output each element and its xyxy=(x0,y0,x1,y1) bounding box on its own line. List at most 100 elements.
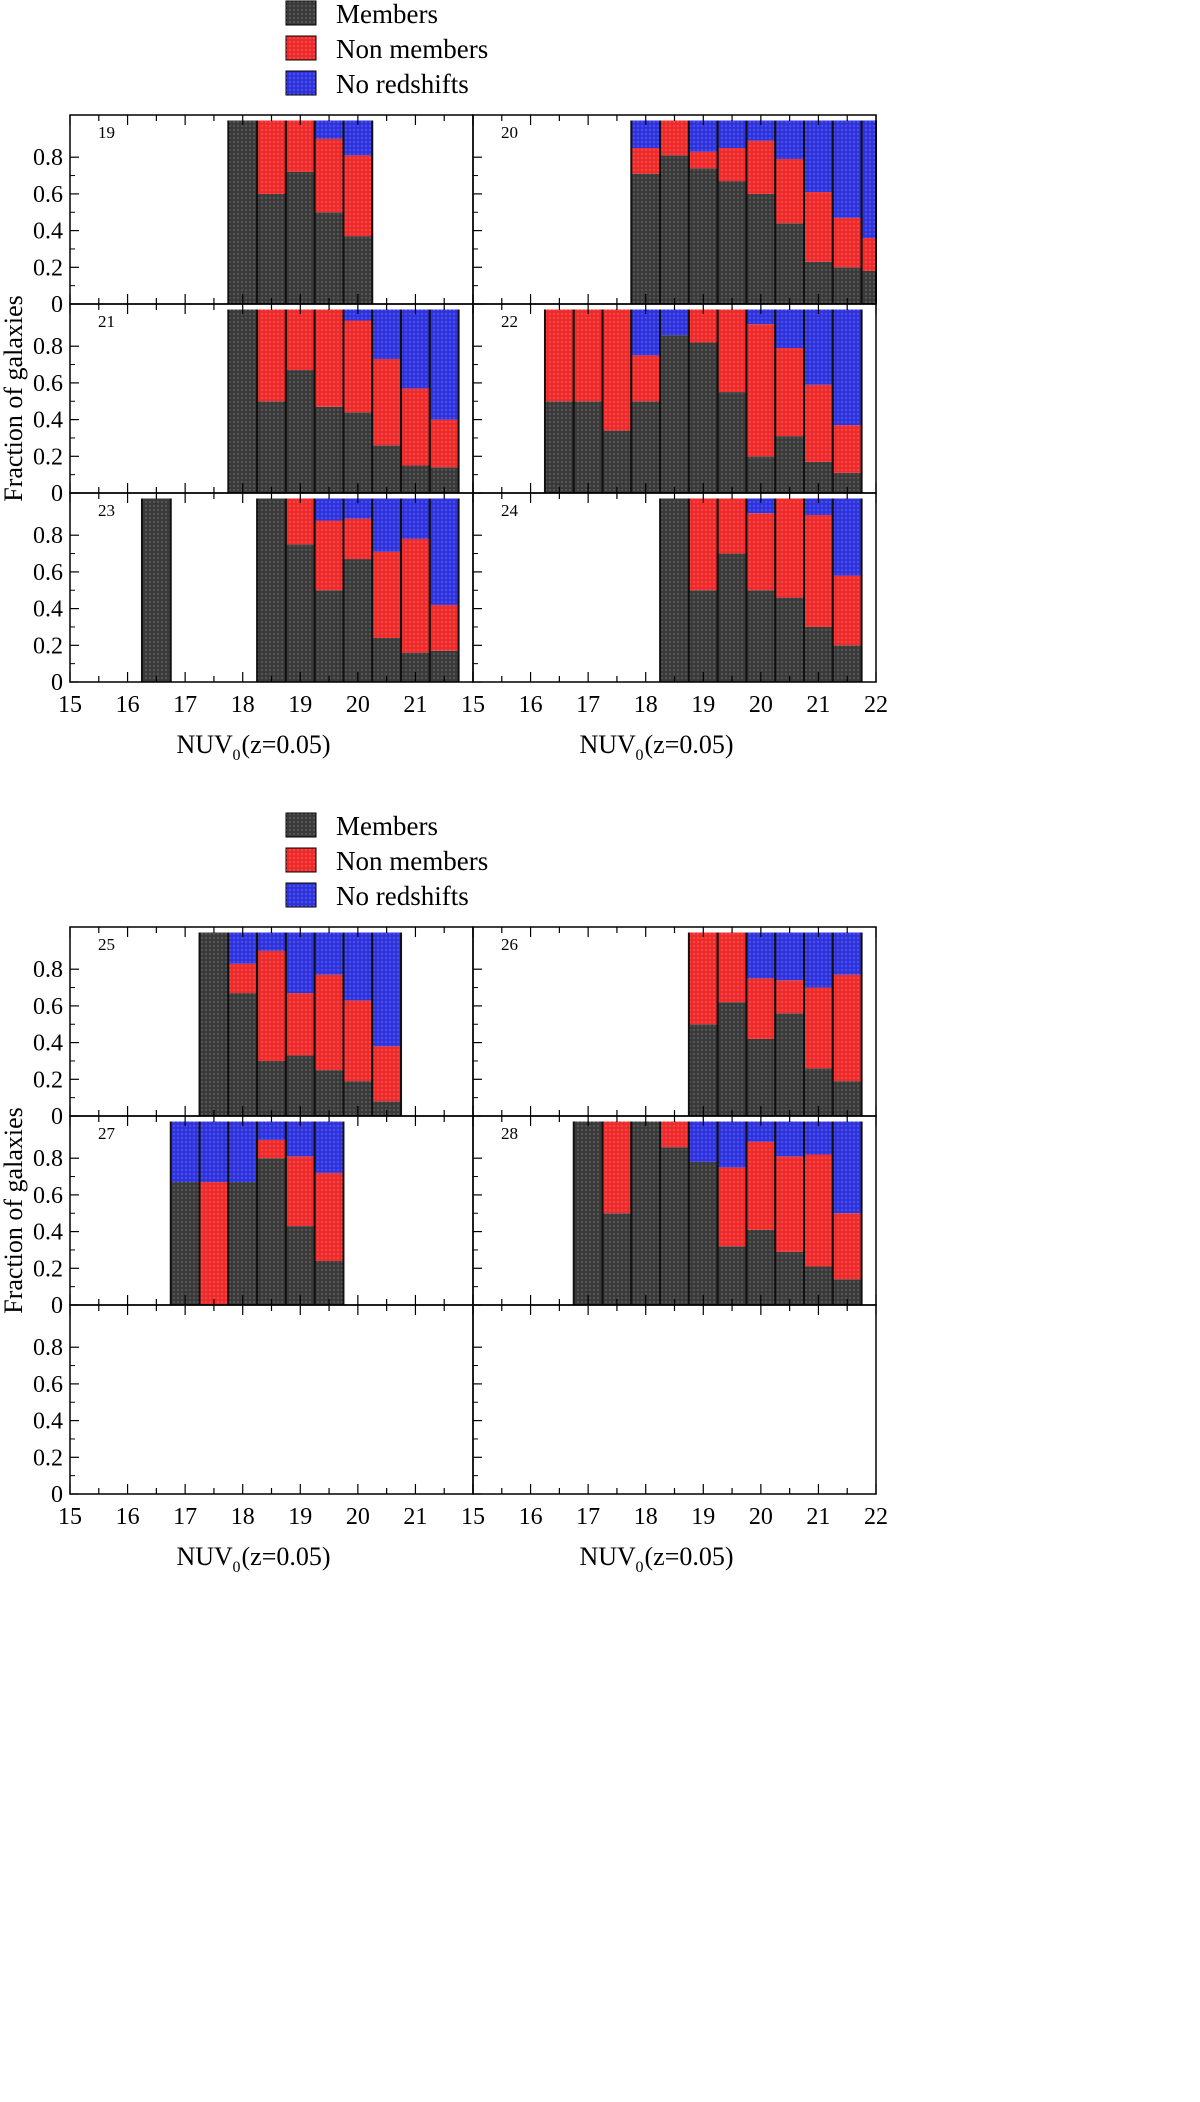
bar-texture xyxy=(285,544,315,682)
bar-texture xyxy=(804,498,833,516)
y-tick-label: 0.2 xyxy=(33,1067,63,1093)
bar-texture xyxy=(804,192,833,262)
x-axis-title-subscript: 0 xyxy=(233,747,241,764)
bar-group xyxy=(284,309,316,493)
panel-22: 22 xyxy=(472,303,877,494)
bar-texture xyxy=(257,1139,286,1159)
bar-group xyxy=(400,498,431,682)
bar-texture xyxy=(343,236,373,304)
bar-texture xyxy=(401,538,430,653)
bar-texture xyxy=(746,140,776,194)
legend-swatch-texture xyxy=(286,883,316,907)
bar-texture xyxy=(285,932,315,994)
panel-id-label: 25 xyxy=(98,935,115,954)
x-tick-label: 21 xyxy=(403,1504,427,1530)
bar-texture xyxy=(228,993,258,1116)
bar-texture xyxy=(343,155,373,237)
bar-group xyxy=(745,1121,777,1305)
panel-27: 0 0.2 0.4 0.6 0.8 27 xyxy=(33,1115,474,1319)
bar-group xyxy=(831,309,863,493)
bar-texture xyxy=(804,987,833,1069)
bar-texture xyxy=(372,309,402,360)
x-axis-title-main: NUV xyxy=(177,730,234,759)
x-tick-label: 21 xyxy=(403,692,427,718)
legend-swatch-texture xyxy=(286,848,316,872)
bar-texture xyxy=(343,120,373,156)
bar-texture xyxy=(631,309,661,356)
bar-texture xyxy=(314,212,344,304)
bar-texture xyxy=(199,1182,229,1305)
panel-frame xyxy=(472,1304,877,1495)
bar-texture xyxy=(170,1182,200,1305)
bar-texture xyxy=(257,498,286,682)
y-tick-label: 0 xyxy=(51,481,63,507)
bar-group xyxy=(572,309,604,493)
bar-texture xyxy=(631,1121,661,1305)
figure-2: Members Non members No redshifts 0 0.2 0.4 0.6… xyxy=(0,811,888,1576)
y-tick-label: 0.8 xyxy=(33,1335,63,1361)
bar-group xyxy=(543,309,575,493)
bar-texture xyxy=(285,171,315,304)
bar-texture xyxy=(372,498,402,552)
x-tick-label: 17 xyxy=(173,1504,197,1530)
x-tick-label: 17 xyxy=(576,1504,600,1530)
bar-texture xyxy=(314,932,344,975)
bar-group xyxy=(774,120,806,304)
x-tick-label: 16 xyxy=(116,1504,140,1530)
bar-texture xyxy=(573,1121,603,1305)
bar-group xyxy=(342,932,374,1116)
bar-texture xyxy=(717,553,747,682)
bar-texture xyxy=(717,120,747,149)
bar-texture xyxy=(804,515,833,627)
bar-group xyxy=(687,498,719,682)
bar-texture xyxy=(660,498,689,682)
y-axis-title: Fraction of galaxies xyxy=(0,1107,28,1314)
y-tick-label: 0.8 xyxy=(33,1146,63,1172)
bar-texture xyxy=(602,1121,632,1214)
bar-texture xyxy=(775,980,805,1014)
bar-texture xyxy=(257,193,286,304)
bar-group xyxy=(256,120,287,304)
bar-group xyxy=(659,309,690,493)
bar-texture xyxy=(314,1070,344,1116)
bar-group xyxy=(716,309,748,493)
bar-texture xyxy=(775,597,805,682)
bar-texture xyxy=(257,401,286,493)
bar-texture xyxy=(775,159,805,224)
bar-texture xyxy=(775,932,805,981)
bar-texture xyxy=(832,645,862,682)
bar-texture xyxy=(746,1229,776,1305)
bar-texture xyxy=(746,978,776,1039)
bar-texture xyxy=(775,436,805,493)
y-tick-label: 0.4 xyxy=(33,219,63,245)
bar-texture xyxy=(285,309,315,371)
bar-texture xyxy=(343,932,373,1001)
bar-texture xyxy=(228,1182,258,1305)
panel-id-label: 19 xyxy=(98,123,115,142)
bar-texture xyxy=(314,520,344,591)
bar-group xyxy=(313,309,345,493)
bar-group xyxy=(400,309,431,493)
bar-texture xyxy=(832,309,862,426)
bar-texture xyxy=(429,309,459,420)
bar-texture xyxy=(832,498,862,576)
bar-texture xyxy=(170,1121,200,1183)
bar-texture xyxy=(401,309,430,389)
bar-group xyxy=(630,1121,662,1305)
bar-group xyxy=(659,498,690,682)
x-tick-label: 21 xyxy=(806,692,830,718)
x-axis-title-main: NUV xyxy=(580,1542,637,1571)
bar-group xyxy=(371,498,403,682)
panel-21: 0 0.2 0.4 0.6 0.8 21 xyxy=(33,303,474,507)
panel-id-label: 26 xyxy=(501,935,518,954)
panel-empty-2-5: 0 0.2 0.4 0.6 0.8 xyxy=(33,1304,474,1508)
bar-texture xyxy=(257,120,286,194)
bar-texture xyxy=(631,401,661,493)
bar-texture xyxy=(285,370,315,493)
bar-texture xyxy=(775,120,805,160)
bar-texture xyxy=(372,637,402,682)
bar-texture xyxy=(717,309,747,393)
bar-group xyxy=(774,498,806,682)
legend-label-members: Members xyxy=(336,811,438,841)
x-tick-label: 15 xyxy=(461,1504,485,1530)
